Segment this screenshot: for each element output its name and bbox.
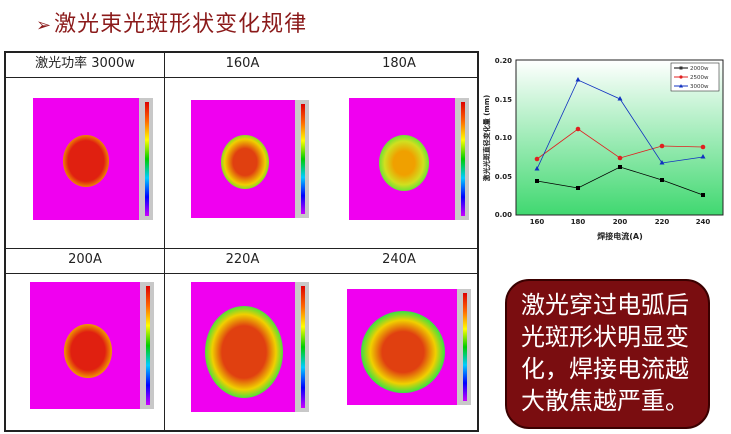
header-240a: 240A [382,252,416,267]
header-220a: 220A [225,252,260,267]
svg-text:焊接电流(A): 焊接电流(A) [597,231,643,241]
svg-text:0.15: 0.15 [495,96,512,104]
colorbar [455,98,469,220]
svg-text:200: 200 [613,218,628,226]
slide-title: ➢激光束光斑形状变化规律 [36,12,308,37]
svg-text:2000w: 2000w [690,66,709,72]
header-power: 激光功率 3000w [35,55,135,71]
column-divider [164,53,165,430]
svg-text:220: 220 [655,218,670,226]
conclusion-callout: 激光穿过电弧后光斑形状明显变化，焊接电流越大散焦越严重。 [505,279,710,429]
heatmap-3000w [33,98,139,220]
header-200a: 200A [68,252,102,267]
colorbar [139,98,153,220]
colorbar [140,282,154,409]
svg-text:3000w: 3000w [690,84,709,90]
svg-text:160: 160 [530,218,545,226]
svg-text:180: 180 [571,218,586,226]
header-160a: 160A [225,55,260,71]
heatmap-220a [191,282,295,412]
colorbar [295,282,309,412]
spot-diameter-chart: 0.20 0.15 0.10 0.05 0.00 160 180 200 220… [480,50,731,250]
svg-text:0.00: 0.00 [495,211,512,219]
svg-text:2500w: 2500w [690,75,709,81]
svg-text:激光光斑直径变化量 (mm): 激光光斑直径变化量 (mm) [482,95,491,181]
header-180a: 180A [382,55,416,71]
arrow-bullet-icon: ➢ [36,15,53,36]
colorbar [295,100,309,218]
heatmap-160a [191,100,295,218]
heatmap-240a [347,289,457,405]
heatmap-180a [349,98,455,220]
header-row-1 [6,52,477,78]
svg-text:0.10: 0.10 [495,134,512,142]
header-row-2 [6,248,477,274]
colorbar [457,289,471,405]
svg-text:0.20: 0.20 [495,57,512,65]
spot-image-grid: 激光功率 3000w 160A 180A 200A 220A 240A [4,51,479,432]
svg-text:240: 240 [696,218,711,226]
svg-text:0.05: 0.05 [495,173,512,181]
heatmap-200a [30,282,140,409]
